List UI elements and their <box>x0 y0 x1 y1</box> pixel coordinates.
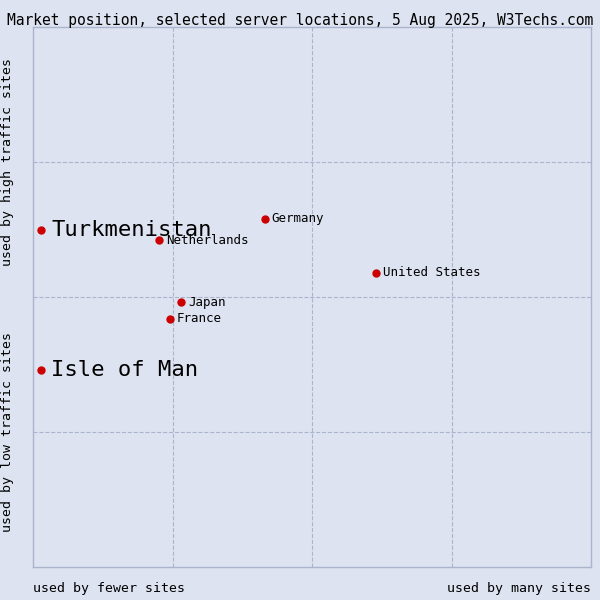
Text: used by high traffic sites: used by high traffic sites <box>1 58 14 266</box>
Text: used by fewer sites: used by fewer sites <box>33 582 185 595</box>
Text: Market position, selected server locations, 5 Aug 2025, W3Techs.com: Market position, selected server locatio… <box>7 13 593 28</box>
Text: used by many sites: used by many sites <box>447 582 591 595</box>
Text: Germany: Germany <box>272 212 325 225</box>
Text: France: France <box>177 312 222 325</box>
Text: Isle of Man: Isle of Man <box>52 360 199 380</box>
Text: used by low traffic sites: used by low traffic sites <box>1 332 14 532</box>
Text: Turkmenistan: Turkmenistan <box>52 220 212 239</box>
Text: Netherlands: Netherlands <box>166 234 248 247</box>
Text: United States: United States <box>383 266 481 279</box>
Text: Japan: Japan <box>188 296 226 309</box>
